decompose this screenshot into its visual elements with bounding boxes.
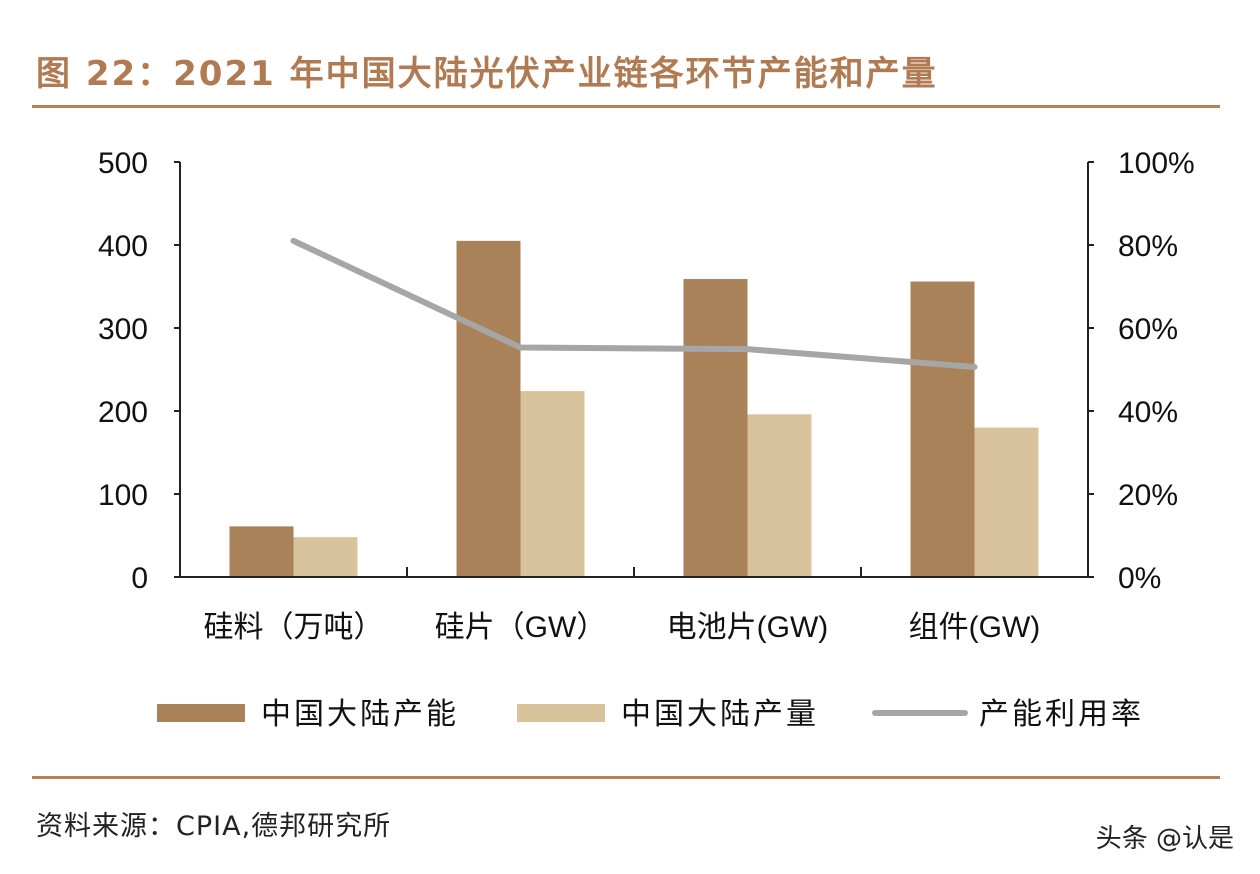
left-tick-label: 300 (98, 313, 148, 346)
x-tick-label: 硅料（万吨） (204, 611, 384, 644)
bar-output (747, 414, 812, 577)
legend-label: 产能利用率 (979, 698, 1144, 731)
line-utilization-rate (290, 237, 978, 371)
watermark: 头条 @认是 (1095, 824, 1234, 854)
right-tick-label: 60% (1118, 313, 1178, 346)
top-rule (32, 105, 1220, 108)
x-tick-label: 电池片(GW) (667, 611, 829, 644)
right-tick-label: 0% (1118, 562, 1161, 595)
legend-label: 中国大陆产量 (621, 698, 819, 731)
legend-swatch (517, 704, 605, 722)
source-note: 资料来源：CPIA,德邦研究所 (36, 811, 392, 842)
bar-output (293, 537, 358, 577)
bar-capacity (456, 240, 521, 577)
bar-output (974, 427, 1039, 577)
bar-output (520, 391, 585, 577)
left-tick-label: 400 (98, 230, 148, 263)
right-tick-label: 20% (1118, 479, 1178, 512)
left-tick-label: 200 (98, 396, 148, 429)
left-tick-label: 0 (131, 562, 148, 595)
right-tick-label: 80% (1118, 230, 1178, 263)
left-tick-label: 100 (98, 479, 148, 512)
legend-swatch (157, 704, 245, 722)
legend-label: 中国大陆产能 (261, 698, 459, 731)
bar-capacity (910, 281, 975, 577)
bar-capacity (683, 279, 748, 577)
bar-capacity (229, 526, 294, 577)
left-tick-label: 500 (98, 147, 148, 180)
x-tick-label: 硅片（GW） (435, 611, 607, 644)
right-tick-label: 100% (1118, 147, 1195, 180)
x-tick-label: 组件(GW) (909, 611, 1041, 644)
right-tick-label: 40% (1118, 396, 1178, 429)
bottom-rule (32, 776, 1220, 779)
figure-title: 图 22：2021 年中国大陆光伏产业链各环节产能和产量 (36, 54, 938, 94)
